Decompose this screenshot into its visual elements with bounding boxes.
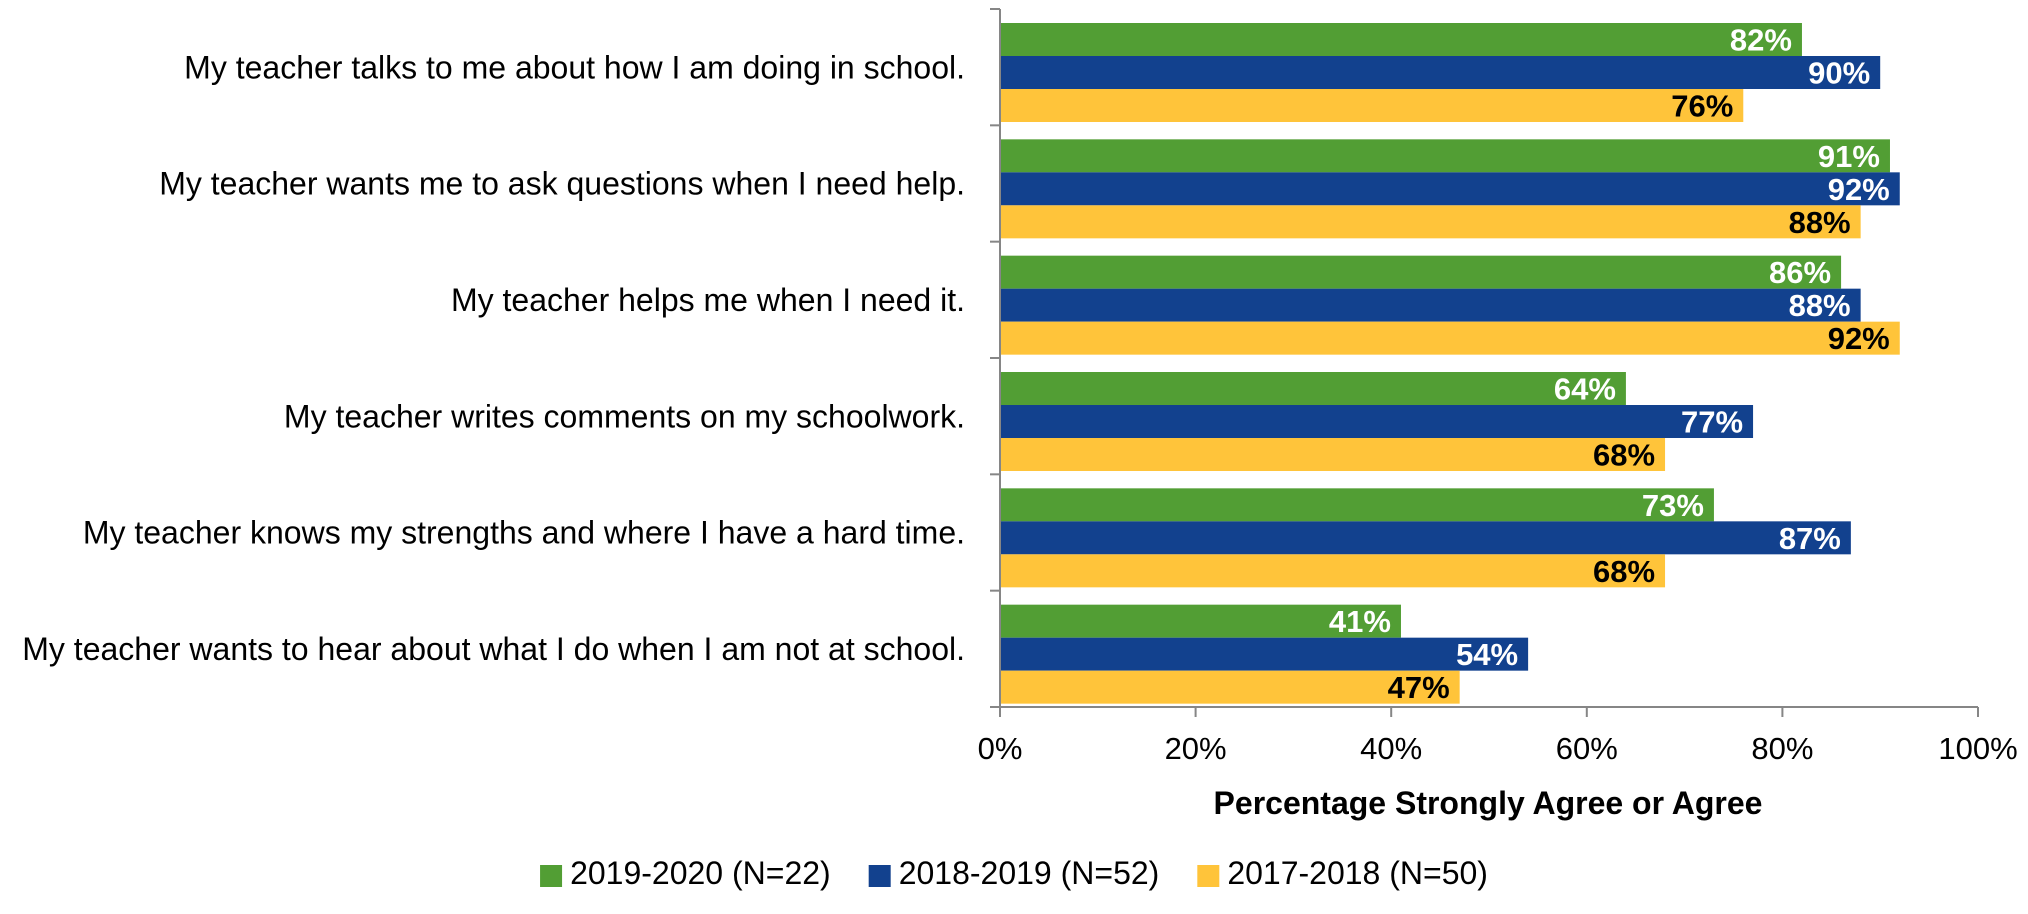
data-label: 77% (1681, 405, 1743, 440)
bar (1001, 521, 1851, 555)
bar (1001, 372, 1626, 405)
bar (1001, 23, 1802, 56)
category-label: My teacher wants me to ask questions whe… (159, 166, 965, 202)
x-tick-label: 20% (1165, 731, 1227, 766)
data-label: 47% (1388, 670, 1450, 705)
bar (1001, 89, 1744, 122)
data-label: 73% (1642, 488, 1704, 523)
data-label: 68% (1593, 554, 1655, 589)
data-label: 82% (1730, 23, 1792, 58)
category-label: My teacher talks to me about how I am do… (184, 49, 965, 85)
data-label: 87% (1779, 521, 1841, 556)
category-label: My teacher writes comments on my schoolw… (284, 398, 965, 434)
legend-label: 2018-2019 (N=52) (899, 855, 1160, 891)
x-tick-labels-layer: 0% 20% 40% 60% 80% 100% (978, 731, 2018, 766)
bar (1001, 172, 1900, 206)
bar (1001, 205, 1861, 239)
category-label: My teacher wants to hear about what I do… (22, 631, 965, 667)
legend-swatch (868, 865, 891, 887)
data-label: 76% (1671, 89, 1733, 124)
data-label: 92% (1828, 172, 1890, 207)
legend-label: 2017-2018 (N=50) (1227, 855, 1488, 891)
legend-item: 2019-2020 (N=22) (540, 855, 831, 891)
data-label: 88% (1789, 205, 1851, 240)
bar (1001, 604, 1401, 638)
bar (1001, 288, 1861, 322)
data-label: 92% (1828, 321, 1890, 356)
legend-item: 2018-2019 (N=52) (868, 855, 1160, 891)
category-label: My teacher helps me when I need it. (451, 282, 965, 318)
bar (1001, 139, 1890, 173)
x-axis-title: Percentage Strongly Agree or Agree (1214, 785, 1763, 821)
x-tick-label: 100% (1938, 731, 2017, 766)
bar (1001, 405, 1754, 438)
category-label: My teacher knows my strengths and where … (83, 515, 965, 551)
bar (1001, 670, 1460, 704)
bar (1001, 637, 1529, 671)
bar (1001, 488, 1714, 522)
legend-swatch (1197, 865, 1220, 887)
data-labels-layer: 82%90%76%91%92%88%86%88%92%64%77%68%73%8… (1329, 23, 1890, 706)
x-tick-label: 60% (1556, 731, 1618, 766)
bar (1001, 438, 1666, 471)
data-label: 86% (1769, 255, 1831, 290)
data-label: 91% (1818, 139, 1880, 174)
data-label: 90% (1808, 56, 1870, 91)
legend-label: 2019-2020 (N=22) (570, 855, 831, 891)
data-label: 68% (1593, 438, 1655, 473)
bar (1001, 321, 1900, 355)
x-tick-label: 40% (1360, 731, 1422, 766)
legend-item: 2017-2018 (N=50) (1197, 855, 1488, 891)
legend: 2019-2020 (N=22) 2018-2019 (N=52) 2017-201… (540, 855, 1488, 891)
legend-swatch (540, 865, 563, 887)
data-label: 88% (1789, 288, 1851, 323)
data-label: 41% (1329, 604, 1391, 639)
bar (1001, 554, 1666, 588)
axes-layer (990, 8, 1979, 717)
data-label: 54% (1456, 637, 1518, 672)
bar (1001, 56, 1881, 89)
bar (1001, 255, 1842, 289)
x-tick-label: 80% (1751, 731, 1813, 766)
x-tick-label: 0% (978, 731, 1023, 766)
bars-layer (1001, 23, 1900, 704)
category-labels-layer: My teacher talks to me about how I am do… (22, 49, 965, 667)
data-label: 64% (1554, 372, 1616, 407)
